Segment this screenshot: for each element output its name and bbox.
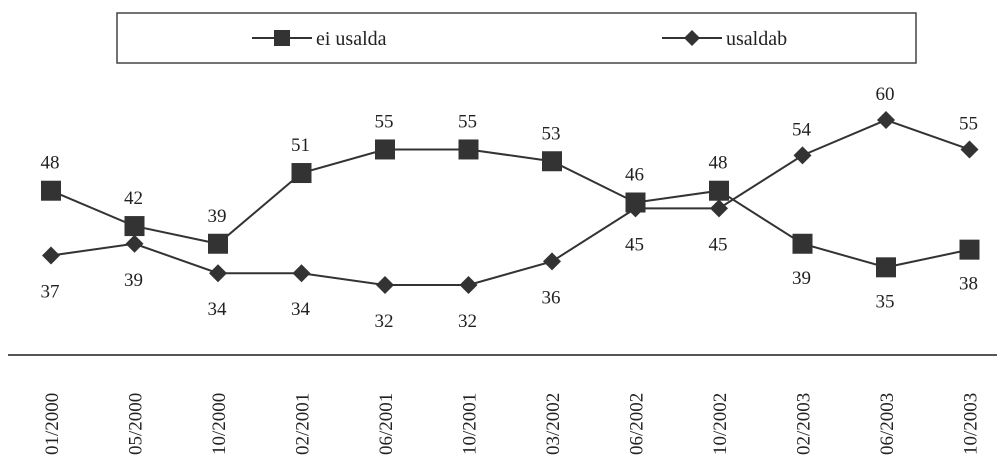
data-label-usaldab: 45 (709, 234, 728, 255)
data-label-ei-usalda: 48 (709, 153, 728, 174)
data-point-usaldab (459, 276, 478, 294)
x-tick-label: 05/2000 (126, 393, 147, 455)
data-label-usaldab: 32 (458, 311, 477, 332)
data-point-ei-usalda (41, 180, 61, 201)
data-point-ei-usalda (208, 233, 228, 254)
data-point-usaldab (543, 252, 561, 271)
data-label-usaldab: 32 (375, 311, 394, 332)
x-tick-label: 03/2002 (543, 393, 564, 455)
data-label-usaldab: 39 (124, 270, 143, 291)
data-label-ei-usalda: 53 (542, 123, 561, 144)
legend-label-ei-usalda: ei usalda (316, 28, 387, 50)
data-point-usaldab (877, 111, 895, 129)
data-label-ei-usalda: 55 (458, 111, 477, 132)
x-tick-label: 02/2003 (794, 393, 815, 455)
legend-box (116, 12, 917, 64)
series-line-ei-usalda (50, 148, 970, 269)
legend-entry-ei-usalda: ei usalda (252, 28, 387, 50)
x-tick-label: 10/2000 (209, 393, 230, 455)
data-point-usaldab (376, 276, 394, 294)
x-tick-label: 01/2000 (42, 393, 63, 455)
data-label-ei-usalda: 51 (291, 135, 310, 156)
data-point-usaldab (626, 199, 645, 218)
x-tick-label: 10/2002 (710, 393, 731, 455)
x-tick-label: 06/2002 (627, 393, 648, 455)
data-point-ei-usalda (876, 257, 896, 278)
data-label-ei-usalda: 39 (792, 268, 811, 289)
data-label-ei-usalda: 38 (959, 274, 978, 295)
data-label-usaldab: 60 (876, 84, 895, 105)
series-usaldab (42, 111, 979, 294)
x-tick-label: 10/2001 (460, 393, 481, 455)
data-point-usaldab (292, 264, 311, 283)
data-point-usaldab (710, 199, 728, 218)
data-point-ei-usalda (291, 163, 312, 184)
data-label-usaldab: 36 (542, 287, 561, 308)
series-line-usaldab (50, 118, 970, 286)
data-label-layer: 48 42 39 51 55 55 53 46 48 39 35 38 37 39 34 34 32 32 36 45… (41, 84, 979, 332)
data-point-ei-usalda (458, 139, 479, 160)
x-tick-label: 02/2001 (293, 393, 314, 455)
data-point-ei-usalda (709, 180, 729, 201)
data-point-usaldab (960, 140, 979, 159)
data-label-ei-usalda: 46 (625, 165, 644, 186)
data-point-ei-usalda (792, 233, 813, 254)
data-point-ei-usalda (542, 151, 562, 172)
data-label-usaldab: 34 (208, 299, 228, 320)
legend-entry-usaldab: usaldab (662, 28, 787, 50)
x-tick-label: 10/2003 (961, 393, 982, 455)
series-layer (41, 111, 980, 294)
data-label-usaldab: 37 (41, 282, 60, 303)
data-label-usaldab: 54 (792, 119, 812, 140)
data-point-usaldab (42, 246, 60, 265)
data-point-usaldab (209, 264, 227, 283)
data-label-ei-usalda: 42 (124, 188, 143, 209)
data-label-usaldab: 34 (291, 299, 311, 320)
data-label-usaldab: 55 (959, 113, 978, 134)
data-label-ei-usalda: 35 (876, 291, 895, 312)
x-tick-label: 06/2003 (877, 393, 898, 455)
x-tick-label: 06/2001 (376, 393, 397, 455)
legend-marker-usaldab (684, 30, 700, 46)
data-point-ei-usalda (375, 139, 395, 160)
data-point-ei-usalda (124, 216, 145, 237)
legend-label-usaldab: usaldab (726, 28, 787, 50)
data-label-ei-usalda: 39 (208, 206, 227, 227)
legend: ei usalda usaldab (116, 12, 917, 64)
x-tick-label-layer: 01/2000 05/2000 10/2000 02/2001 06/2001 10/20… (42, 393, 982, 455)
data-point-ei-usalda (959, 239, 980, 260)
series-ei-usalda (41, 139, 980, 278)
data-point-usaldab (793, 146, 812, 165)
data-label-usaldab: 45 (625, 234, 644, 255)
data-label-ei-usalda: 48 (41, 153, 60, 174)
data-label-ei-usalda: 55 (375, 111, 394, 132)
data-point-usaldab (125, 234, 144, 253)
legend-marker-ei-usalda (274, 30, 290, 46)
